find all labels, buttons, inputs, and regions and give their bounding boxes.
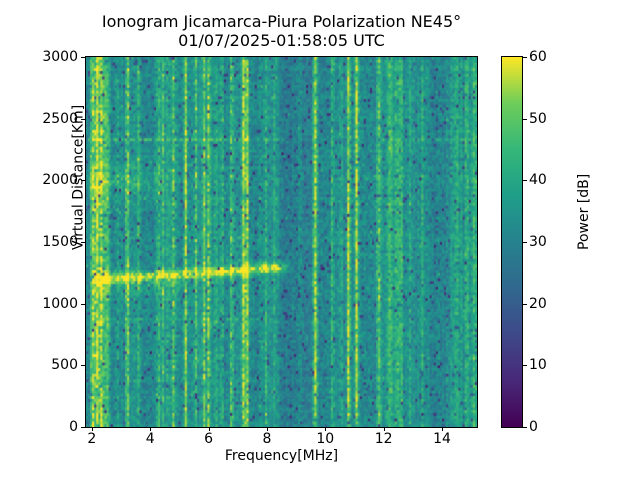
colorbar-tick <box>523 242 527 243</box>
y-tick-label: 2000 <box>42 172 78 189</box>
colorbar-tick <box>523 427 527 428</box>
y-tick <box>81 242 85 243</box>
y-tick <box>81 180 85 182</box>
x-tick <box>441 427 443 431</box>
ionogram-heatmap <box>86 57 477 427</box>
x-tick-label: 6 <box>204 431 213 447</box>
y-tick-label: 1000 <box>42 295 78 312</box>
y-tick <box>81 303 85 305</box>
y-tick-label: 0 <box>69 419 78 435</box>
y-tick <box>81 365 85 367</box>
x-tick <box>91 427 93 431</box>
colorbar-tick-label: 10 <box>529 357 547 374</box>
colorbar-tick-label: 30 <box>529 234 547 250</box>
colorbar-tick-label: 50 <box>529 110 547 127</box>
colorbar-tick-label: 0 <box>529 419 538 435</box>
chart-title: Ionogram Jicamarca-Piura Polarization NE… <box>101 12 462 31</box>
colorbar-label: Power [dB] <box>576 173 593 250</box>
y-tick-label: 3000 <box>42 49 78 65</box>
colorbar-tick <box>523 118 527 120</box>
colorbar-tick-label: 60 <box>529 49 547 65</box>
x-tick <box>266 427 268 431</box>
x-axis-label: Frequency[MHz] <box>224 448 339 464</box>
y-tick-label: 1500 <box>42 234 78 250</box>
plot-area <box>85 56 478 428</box>
x-tick <box>325 427 327 431</box>
x-tick-label: 12 <box>374 431 393 447</box>
colorbar-tick-label: 20 <box>529 295 547 312</box>
x-tick-label: 4 <box>145 431 155 447</box>
y-tick-label: 500 <box>51 357 78 374</box>
colorbar-tick <box>523 180 527 182</box>
x-tick <box>208 427 210 431</box>
x-tick <box>383 427 385 431</box>
x-tick-label: 8 <box>262 431 272 447</box>
colorbar-gradient <box>502 57 522 427</box>
colorbar <box>501 56 523 428</box>
colorbar-tick <box>523 365 527 367</box>
y-tick-label: 2500 <box>42 110 78 127</box>
colorbar-tick-label: 40 <box>529 172 547 189</box>
x-tick-label: 10 <box>316 431 335 447</box>
colorbar-tick <box>523 57 527 58</box>
y-tick <box>81 57 85 58</box>
x-tick <box>150 427 152 431</box>
x-tick-label: 2 <box>87 431 97 447</box>
colorbar-tick <box>523 303 527 305</box>
y-tick <box>81 427 85 428</box>
x-tick-label: 14 <box>433 431 451 447</box>
y-tick <box>81 118 85 120</box>
chart-subtitle: 01/07/2025-01:58:05 UTC <box>178 31 385 50</box>
